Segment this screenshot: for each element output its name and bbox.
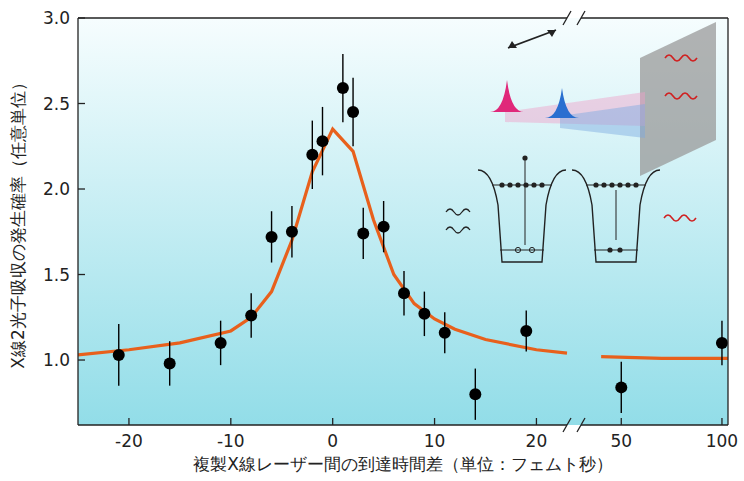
data-point bbox=[520, 325, 532, 337]
x-tick-label: 0 bbox=[327, 431, 338, 451]
fit-line bbox=[78, 129, 728, 358]
data-point bbox=[337, 82, 349, 94]
x-axis-title: 複製X線レーザー間の到達時間差（単位：フェムト秒） bbox=[193, 454, 613, 474]
x-tick bbox=[434, 418, 435, 425]
data-point bbox=[347, 106, 359, 118]
x-axis-line bbox=[581, 424, 728, 425]
inset-dot bbox=[601, 182, 606, 187]
inset-wave bbox=[665, 93, 697, 99]
plot-background bbox=[78, 18, 728, 425]
inset-wave bbox=[446, 209, 470, 215]
inset-illustration bbox=[446, 22, 716, 262]
axes-frame bbox=[78, 11, 728, 432]
inset-dot bbox=[515, 247, 520, 252]
x-tick-label: 50 bbox=[610, 431, 632, 451]
data-point bbox=[615, 381, 627, 393]
inset-dot bbox=[499, 182, 504, 187]
data-point bbox=[357, 227, 369, 239]
data-point bbox=[398, 287, 410, 299]
inset-wave bbox=[664, 215, 696, 221]
inset-pulse bbox=[490, 80, 524, 112]
inset-arrow bbox=[616, 190, 617, 240]
inset-dot bbox=[522, 155, 527, 160]
data-point bbox=[716, 337, 728, 349]
y-tick-label: 1.0 bbox=[43, 350, 70, 370]
inset-dot bbox=[523, 182, 528, 187]
x-tick bbox=[332, 418, 333, 425]
y-tick-label: 2.0 bbox=[43, 179, 70, 199]
inset-arrow bbox=[508, 30, 556, 48]
chart: 1.0 1.5 2.0 2.5 3.0 -20 -10 0 10 20 50 100 複製X線レーザー間… bbox=[0, 0, 744, 481]
x-tick-label: -20 bbox=[115, 431, 143, 451]
top-frame bbox=[581, 17, 728, 18]
inset-dot bbox=[515, 182, 520, 187]
x-tick bbox=[721, 418, 722, 425]
x-tick bbox=[621, 418, 622, 425]
y-tick bbox=[78, 359, 85, 360]
inset-dot bbox=[633, 182, 638, 187]
data-point bbox=[317, 135, 329, 147]
y-axis-line bbox=[77, 18, 78, 425]
inset-dot bbox=[593, 182, 598, 187]
axis-break-mark bbox=[563, 11, 571, 25]
inset-dot bbox=[609, 182, 614, 187]
x-tick-label: 100 bbox=[706, 431, 738, 451]
x-tick-label: -10 bbox=[217, 431, 245, 451]
data-point bbox=[469, 388, 481, 400]
data-point bbox=[113, 349, 125, 361]
inset-dot bbox=[529, 247, 534, 252]
inset-level bbox=[500, 250, 544, 251]
right-frame bbox=[727, 18, 728, 425]
x-tick-label: 20 bbox=[526, 431, 548, 451]
y-tick bbox=[78, 274, 85, 275]
data-point bbox=[306, 149, 318, 161]
inset-beam bbox=[560, 104, 645, 138]
y-tick bbox=[78, 188, 85, 189]
axis-break-mark bbox=[563, 418, 571, 432]
y-axis-title: X線2光子吸収の発生確率（任意単位） bbox=[8, 74, 28, 368]
inset-pulse bbox=[545, 88, 579, 118]
inset-level bbox=[594, 250, 638, 251]
inset-arrow bbox=[525, 160, 526, 245]
inset-arrowhead bbox=[508, 30, 556, 48]
y-tick bbox=[78, 17, 85, 18]
inset-well bbox=[572, 170, 660, 262]
axis-break-mark bbox=[577, 11, 585, 25]
y-tick-label: 1.5 bbox=[43, 265, 70, 285]
x-axis-line bbox=[78, 424, 567, 425]
y-tick bbox=[78, 103, 85, 104]
inset-wave bbox=[446, 227, 470, 233]
inset-dot bbox=[625, 182, 630, 187]
inset-wave bbox=[665, 55, 697, 61]
y-tick-label: 3.0 bbox=[43, 8, 70, 28]
data-point bbox=[439, 327, 451, 339]
inset-dot bbox=[617, 182, 622, 187]
inset-dot bbox=[507, 182, 512, 187]
data-point bbox=[378, 221, 390, 233]
data-point bbox=[286, 226, 298, 238]
y-tick-label: 2.5 bbox=[43, 94, 70, 114]
top-frame bbox=[78, 17, 567, 18]
x-tick bbox=[230, 418, 231, 425]
data-point bbox=[266, 231, 278, 243]
x-tick-label: 10 bbox=[424, 431, 446, 451]
x-tick bbox=[536, 418, 537, 425]
inset-detector bbox=[640, 22, 716, 176]
data-point bbox=[245, 310, 257, 322]
axis-break-mark bbox=[577, 418, 585, 432]
inset-well bbox=[478, 170, 566, 262]
inset-dot bbox=[539, 182, 544, 187]
data-point bbox=[418, 308, 430, 320]
inset-dot bbox=[531, 182, 536, 187]
x-tick bbox=[128, 418, 129, 425]
data-point bbox=[215, 337, 227, 349]
data-group bbox=[78, 54, 728, 420]
data-point bbox=[164, 357, 176, 369]
inset-dot bbox=[617, 247, 622, 252]
inset-dot bbox=[607, 247, 612, 252]
